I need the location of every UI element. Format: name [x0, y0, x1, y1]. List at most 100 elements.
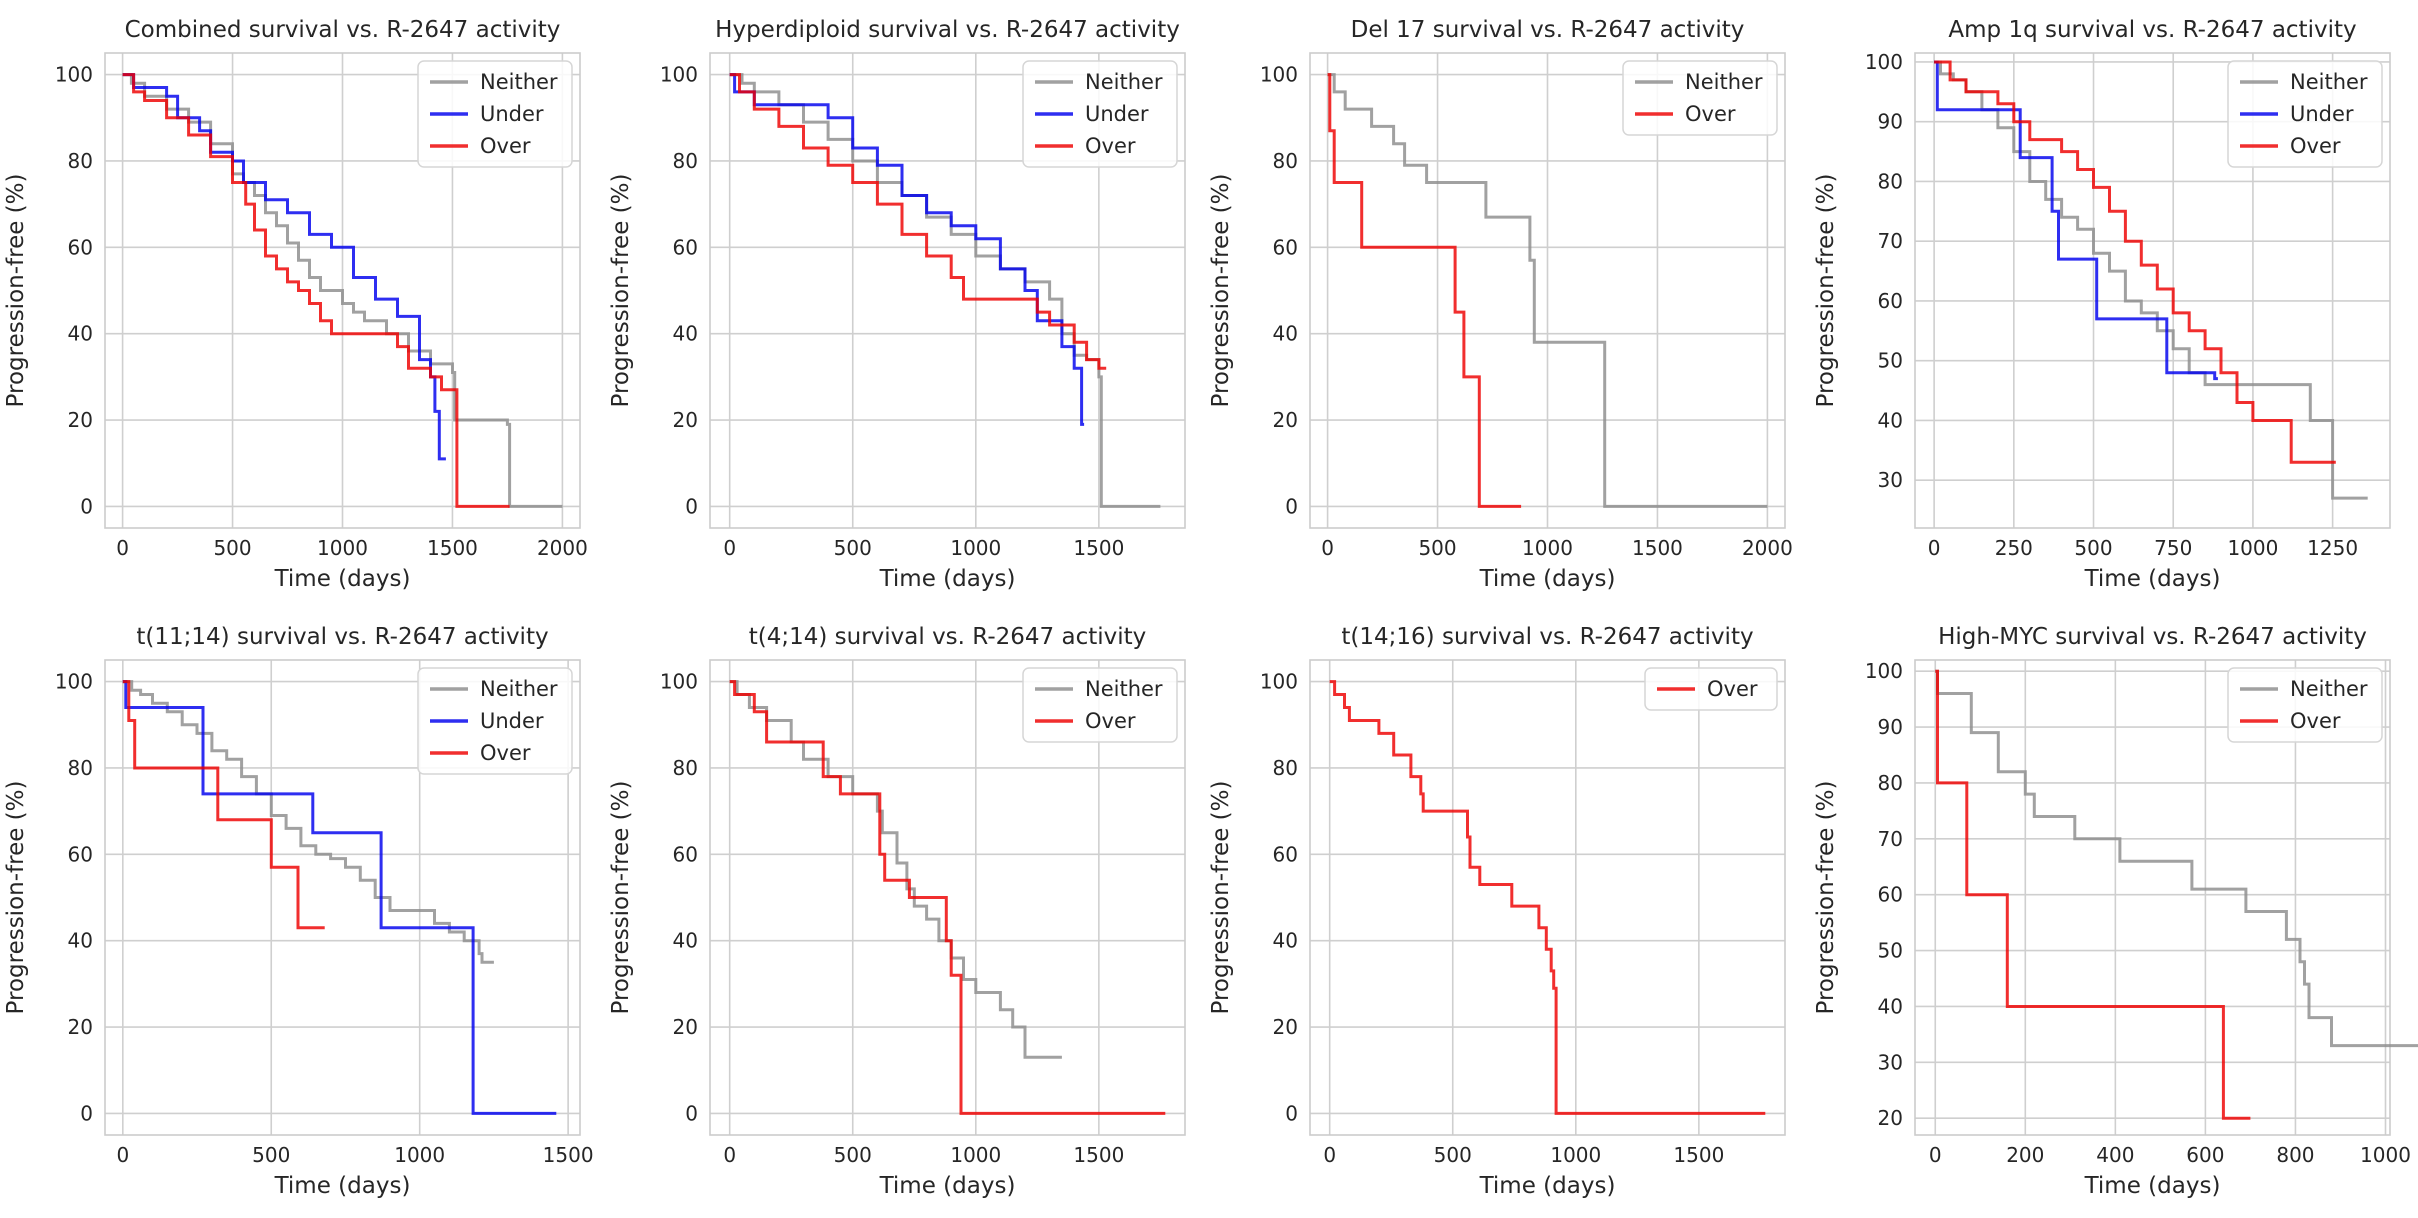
y-tick-label: 40 — [673, 929, 698, 953]
legend-label: Over — [1707, 677, 1758, 701]
x-tick-label: 1000 — [1550, 1143, 1601, 1167]
x-tick-label: 200 — [2006, 1143, 2044, 1167]
legend-label: Over — [2290, 134, 2341, 158]
y-axis-label: Progression-free (%) — [3, 781, 29, 1015]
chart-title: Amp 1q survival vs. R-2647 activity — [1948, 17, 2356, 43]
y-axis-label: Progression-free (%) — [3, 174, 29, 408]
x-axis-label: Time (days) — [879, 566, 1016, 592]
y-axis-label: Progression-free (%) — [1208, 174, 1234, 408]
chart-panel-1: 0 500 1000 1500 2000 0 20 40 60 80 100 Combined sur… — [3, 17, 588, 592]
plot-frame — [1309, 52, 1786, 529]
y-axis-label: Progression-free (%) — [608, 781, 634, 1015]
x-tick-label: 1250 — [2307, 536, 2358, 560]
y-tick-label: 70 — [1878, 229, 1903, 253]
chart-panel-4: 0 250 500 750 1000 1250 30 40 50 60 70 80 90 100 Amp 1… — [1813, 17, 2391, 592]
x-tick-label: 0 — [723, 1143, 736, 1167]
x-tick-label: 1500 — [1073, 536, 1124, 560]
plot-frame — [709, 52, 1186, 529]
plot-frame — [709, 659, 1186, 1136]
chart-panel-3: 0 500 1000 1500 2000 0 20 40 60 80 100 Del 17 survi… — [1208, 17, 1793, 592]
legend-label: Neither — [2290, 677, 2368, 701]
chart-title: t(4;14) survival vs. R-2647 activity — [749, 624, 1147, 650]
y-tick-label: 60 — [1878, 883, 1903, 907]
x-axis-label: Time (days) — [879, 1173, 1016, 1199]
x-tick-label: 250 — [1995, 536, 2033, 560]
y-tick-label: 60 — [673, 235, 698, 259]
x-tick-label: 750 — [2154, 536, 2192, 560]
y-tick-label: 40 — [673, 322, 698, 346]
grid — [1310, 660, 1785, 1135]
legend-label: Under — [1085, 102, 1149, 126]
x-tick-label: 0 — [1323, 1143, 1336, 1167]
x-tick-label: 0 — [1321, 536, 1334, 560]
legend-label: Over — [2290, 709, 2341, 733]
series-line-under — [729, 73, 1085, 426]
chart-title: t(11;14) survival vs. R-2647 activity — [136, 624, 548, 650]
chart-panel-2: 0 500 1000 1500 0 20 40 60 80 100 Hyperdiploid sur… — [608, 17, 1186, 592]
y-tick-label: 80 — [673, 756, 698, 780]
legend-box — [1022, 667, 1178, 743]
y-tick-label: 60 — [68, 842, 93, 866]
legend: Neither Over — [2227, 667, 2383, 743]
y-axis-label: Progression-free (%) — [1813, 174, 1839, 408]
chart-title: Combined survival vs. R-2647 activity — [125, 17, 561, 43]
series-line-over — [729, 73, 1107, 370]
legend-label: Neither — [1085, 677, 1163, 701]
series-line-neither — [1935, 669, 2418, 1048]
y-tick-label: 60 — [1878, 289, 1903, 313]
y-tick-label: 40 — [68, 929, 93, 953]
x-axis-label: Time (days) — [1479, 1173, 1616, 1199]
y-tick-label: 30 — [1878, 1050, 1903, 1074]
y-tick-label: 80 — [1273, 756, 1298, 780]
y-tick-label: 80 — [68, 756, 93, 780]
legend-label: Under — [2290, 102, 2354, 126]
x-axis-label: Time (days) — [2084, 566, 2221, 592]
y-tick-label: 100 — [660, 670, 698, 694]
y-tick-label: 80 — [673, 149, 698, 173]
x-axis-label: Time (days) — [1479, 566, 1616, 592]
legend: Over — [1644, 667, 1778, 711]
x-tick-label: 400 — [2096, 1143, 2134, 1167]
legend-label: Over — [480, 134, 531, 158]
x-tick-label: 1500 — [543, 1143, 594, 1167]
legend: Neither Under Over — [417, 667, 573, 775]
x-tick-label: 0 — [1929, 1143, 1942, 1167]
legend: Neither Over — [1022, 667, 1178, 743]
x-tick-label: 1500 — [1073, 1143, 1124, 1167]
y-tick-label: 0 — [685, 494, 698, 518]
legend-box — [417, 667, 573, 775]
x-axis-label: Time (days) — [2084, 1173, 2221, 1199]
x-tick-label: 0 — [116, 1143, 129, 1167]
legend-box — [1644, 667, 1778, 711]
y-tick-label: 0 — [1285, 494, 1298, 518]
x-tick-label: 500 — [1434, 1143, 1472, 1167]
legend: Neither Over — [1622, 60, 1778, 136]
series-line-over — [729, 680, 1166, 1115]
series-line-over — [1935, 669, 2251, 1120]
y-tick-label: 100 — [1260, 670, 1298, 694]
x-tick-label: 1000 — [2227, 536, 2278, 560]
x-tick-label: 1000 — [394, 1143, 445, 1167]
y-tick-label: 40 — [1273, 322, 1298, 346]
chart-panel-7: 0 500 1000 1500 0 20 40 60 80 100 t(14;16) surviva… — [1208, 624, 1786, 1199]
legend-box — [417, 60, 573, 168]
series-line-neither — [122, 680, 494, 964]
y-tick-label: 30 — [1878, 468, 1903, 492]
series-line-under — [122, 73, 446, 461]
x-tick-label: 500 — [252, 1143, 290, 1167]
y-tick-label: 70 — [1878, 827, 1903, 851]
y-tick-label: 80 — [1878, 771, 1903, 795]
y-tick-label: 0 — [1285, 1101, 1298, 1125]
y-tick-label: 0 — [685, 1101, 698, 1125]
x-tick-label: 1500 — [1673, 1143, 1724, 1167]
x-tick-label: 1000 — [317, 536, 368, 560]
x-tick-label: 500 — [2074, 536, 2112, 560]
series-line-neither — [1327, 73, 1768, 508]
y-tick-label: 0 — [80, 1101, 93, 1125]
series-line-neither — [122, 73, 563, 508]
series-line-over — [1327, 73, 1522, 508]
legend-box — [1022, 60, 1178, 168]
series-line-under — [122, 680, 557, 1115]
y-tick-label: 20 — [673, 1015, 698, 1039]
y-tick-label: 100 — [55, 670, 93, 694]
